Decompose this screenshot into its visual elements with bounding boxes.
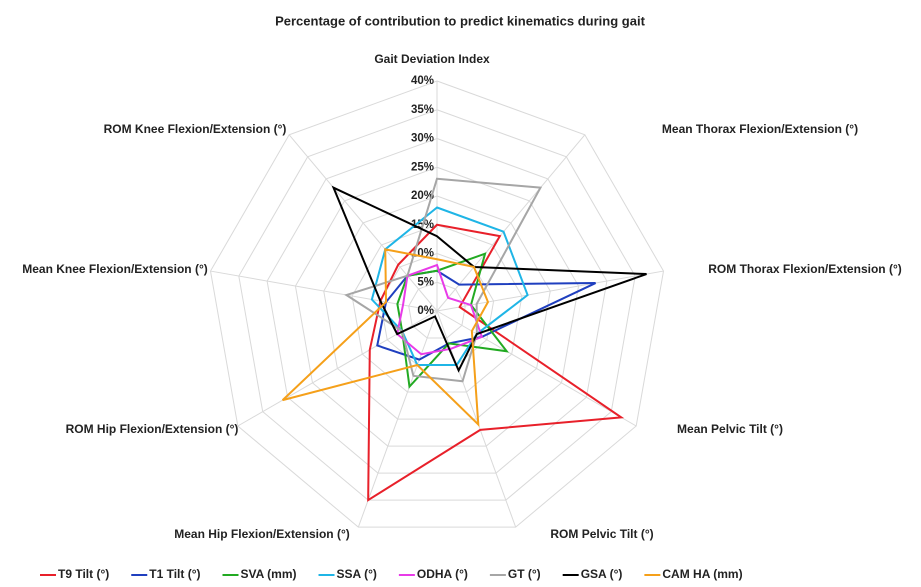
axis-spoke (210, 270, 438, 312)
grid-ring (209, 80, 665, 528)
legend-item: T1 Tilt (°) (131, 567, 201, 581)
r-tick-label: 35% (411, 104, 434, 116)
axis-label: Gait Deviation Index (374, 52, 490, 66)
series-line (331, 185, 647, 373)
legend-item: T9 Tilt (°) (40, 567, 109, 581)
axis-spoke (436, 134, 586, 312)
axis-label: ROM Thorax Flexion/Extension (°) (708, 262, 901, 276)
legend-label: SSA (°) (337, 567, 377, 581)
legend-item: SSA (°) (318, 567, 377, 581)
chart-title: Percentage of contribution to predict ki… (275, 13, 645, 28)
r-tick-label: 0% (417, 305, 434, 317)
axis-label: ROM Knee Flexion/Extension (°) (104, 122, 287, 136)
legend-label: ODHA (°) (417, 567, 468, 581)
grid-ring (294, 166, 580, 447)
r-tick-label: 40% (411, 75, 434, 87)
axis-label: ROM Pelvic Tilt (°) (550, 527, 653, 541)
r-tick-label: 10% (411, 248, 434, 260)
legend-label: CAM HA (mm) (662, 567, 742, 581)
r-tick-label: 30% (411, 133, 434, 145)
axis-label: Mean Knee Flexion/Extension (°) (22, 262, 208, 276)
grid-ring (238, 109, 636, 501)
axis-spoke (357, 310, 438, 528)
axis-spoke (288, 134, 438, 312)
legend-item: SVA (mm) (222, 567, 297, 581)
legend-label: T9 Tilt (°) (58, 567, 109, 581)
axis-spoke (436, 310, 637, 427)
grid-ring (323, 195, 551, 420)
r-tick-label: 25% (411, 161, 434, 173)
legend-item: CAM HA (mm) (644, 567, 743, 581)
grid-ring (266, 137, 608, 474)
r-tick-label: 20% (411, 190, 434, 202)
axis-spoke (436, 270, 664, 312)
r-tick-label: 5% (417, 276, 434, 288)
axis-label: Mean Thorax Flexion/Extension (°) (662, 122, 858, 136)
axis-label: ROM Hip Flexion/Extension (°) (66, 422, 239, 436)
series-line (370, 206, 529, 367)
series-line (344, 177, 543, 383)
legend-item: ODHA (°) (398, 567, 468, 581)
series-line (281, 248, 490, 428)
axis-label: Mean Hip Flexion/Extension (°) (174, 527, 349, 541)
legend-label: GSA (°) (581, 567, 623, 581)
legend-item: GT (°) (489, 567, 541, 581)
axis-label: Mean Pelvic Tilt (°) (677, 422, 783, 436)
axis-spoke (436, 310, 517, 528)
legend-label: SVA (mm) (241, 567, 297, 581)
legend-item: GSA (°) (562, 567, 623, 581)
grid-ring (408, 281, 466, 339)
series-line (396, 263, 484, 356)
legend-label: GT (°) (508, 567, 541, 581)
legend-label: T1 Tilt (°) (149, 567, 200, 581)
